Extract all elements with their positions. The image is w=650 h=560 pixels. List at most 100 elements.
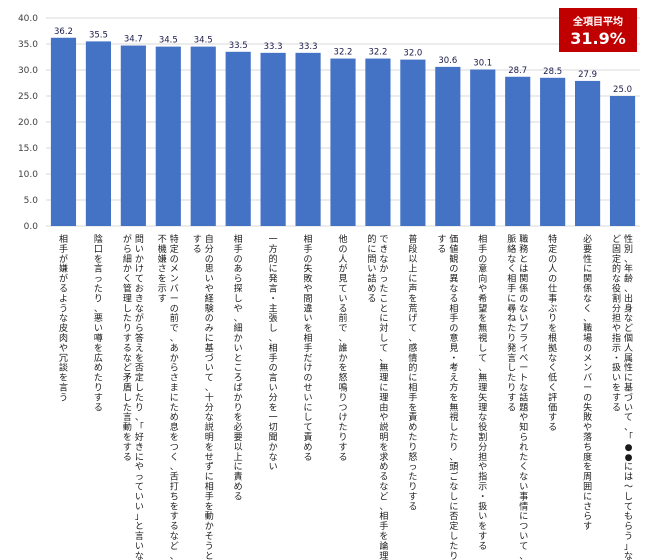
svg-text:理: 理 bbox=[379, 373, 388, 384]
svg-text:な: な bbox=[612, 274, 621, 285]
svg-text:っ: っ bbox=[94, 275, 103, 285]
svg-text:く: く bbox=[170, 453, 179, 463]
svg-text:意: 意 bbox=[449, 332, 458, 344]
svg-text:り: り bbox=[507, 383, 516, 394]
svg-text:性: 性 bbox=[583, 253, 592, 265]
svg-text:す: す bbox=[338, 442, 347, 453]
svg-text:る: る bbox=[338, 452, 347, 463]
svg-text:お: お bbox=[135, 284, 144, 295]
svg-text:に: に bbox=[449, 501, 458, 512]
svg-text:い: い bbox=[304, 314, 313, 324]
svg-text:人: 人 bbox=[548, 264, 557, 275]
svg-text:手: 手 bbox=[304, 243, 313, 255]
data-label: 32.0 bbox=[403, 49, 422, 59]
svg-text:ラ: ラ bbox=[519, 333, 528, 344]
svg-text:を: を bbox=[158, 274, 167, 285]
svg-text:一: 一 bbox=[269, 235, 278, 245]
svg-text:に: に bbox=[135, 452, 144, 463]
svg-text:り: り bbox=[94, 293, 103, 304]
svg-text:割: 割 bbox=[612, 292, 621, 304]
svg-text:な: な bbox=[449, 284, 458, 295]
svg-text:希: 希 bbox=[478, 292, 487, 304]
svg-text:定: 定 bbox=[548, 243, 557, 255]
svg-text:ー: ー bbox=[170, 294, 179, 304]
svg-text:を: を bbox=[170, 501, 179, 512]
svg-text:噂: 噂 bbox=[94, 332, 103, 344]
svg-text:か: か bbox=[338, 353, 347, 364]
svg-text:か: か bbox=[170, 353, 179, 364]
svg-text:り: り bbox=[408, 442, 417, 453]
svg-text:脈: 脈 bbox=[507, 233, 516, 245]
svg-text:理: 理 bbox=[379, 551, 388, 560]
svg-text:職: 職 bbox=[583, 323, 592, 334]
svg-text:を: を bbox=[408, 293, 417, 304]
svg-text:り: り bbox=[338, 432, 347, 443]
svg-text:ち: ち bbox=[583, 442, 592, 453]
svg-text:や: や bbox=[135, 462, 144, 473]
svg-text:る: る bbox=[123, 452, 132, 463]
svg-text:自: 自 bbox=[205, 233, 214, 245]
svg-text:や: や bbox=[478, 462, 487, 473]
svg-text:に: に bbox=[507, 293, 516, 304]
svg-text:プ: プ bbox=[519, 323, 528, 334]
svg-text:指: 指 bbox=[612, 332, 621, 344]
svg-text:め: め bbox=[367, 284, 376, 295]
svg-text:答: 答 bbox=[135, 332, 144, 344]
svg-text:る: る bbox=[478, 541, 487, 552]
svg-text:値: 値 bbox=[449, 243, 458, 255]
svg-text:バ: バ bbox=[583, 373, 592, 384]
svg-text:的: 的 bbox=[269, 253, 278, 265]
svg-text:を: を bbox=[408, 402, 417, 413]
svg-text:ど: ど bbox=[624, 323, 633, 334]
bar bbox=[609, 96, 636, 226]
svg-text:な: な bbox=[135, 303, 144, 314]
svg-text:と: と bbox=[205, 551, 214, 560]
svg-text:的: 的 bbox=[408, 362, 417, 374]
svg-text:係: 係 bbox=[583, 284, 592, 295]
svg-text:理: 理 bbox=[478, 383, 487, 394]
svg-text:・: ・ bbox=[269, 294, 278, 304]
svg-text:手: 手 bbox=[379, 520, 388, 532]
svg-text:明: 明 bbox=[205, 432, 214, 443]
svg-text:打: 打 bbox=[170, 481, 179, 493]
svg-text:特: 特 bbox=[170, 233, 179, 245]
svg-text:に: に bbox=[234, 462, 243, 473]
data-label: 34.5 bbox=[159, 36, 178, 46]
svg-text:な: な bbox=[624, 313, 633, 324]
svg-text:っ: っ bbox=[135, 473, 144, 483]
svg-text:間: 間 bbox=[304, 293, 313, 304]
svg-text:た: た bbox=[449, 432, 458, 443]
svg-text:説: 説 bbox=[379, 421, 388, 433]
svg-text:発: 発 bbox=[269, 273, 278, 285]
svg-text:う: う bbox=[205, 541, 214, 552]
svg-text:観: 観 bbox=[449, 253, 458, 265]
svg-text:定: 定 bbox=[135, 372, 144, 384]
svg-text:理: 理 bbox=[379, 392, 388, 403]
svg-text:必: 必 bbox=[234, 421, 243, 433]
svg-text:意: 意 bbox=[478, 263, 487, 275]
svg-text:だ: だ bbox=[304, 353, 313, 364]
svg-text:な: な bbox=[449, 482, 458, 493]
svg-text:係: 係 bbox=[519, 284, 528, 295]
svg-text:す: す bbox=[123, 333, 132, 344]
svg-text:示: 示 bbox=[158, 285, 167, 295]
svg-text:手: 手 bbox=[304, 342, 313, 354]
svg-text:た: た bbox=[379, 284, 388, 295]
svg-text:を: を bbox=[338, 363, 347, 374]
svg-text:手: 手 bbox=[408, 391, 417, 403]
svg-text:す: す bbox=[193, 234, 202, 245]
svg-text:題: 題 bbox=[519, 402, 528, 413]
svg-text:に: に bbox=[367, 244, 376, 255]
svg-text:否: 否 bbox=[449, 511, 458, 522]
svg-text:否: 否 bbox=[135, 363, 144, 374]
svg-text:発: 発 bbox=[507, 342, 516, 354]
svg-text:身: 身 bbox=[624, 302, 633, 314]
svg-text:を: を bbox=[94, 254, 103, 265]
svg-text:り: り bbox=[408, 482, 417, 493]
svg-text:職: 職 bbox=[519, 234, 528, 245]
svg-text:メ: メ bbox=[170, 265, 179, 275]
bar bbox=[400, 59, 426, 226]
